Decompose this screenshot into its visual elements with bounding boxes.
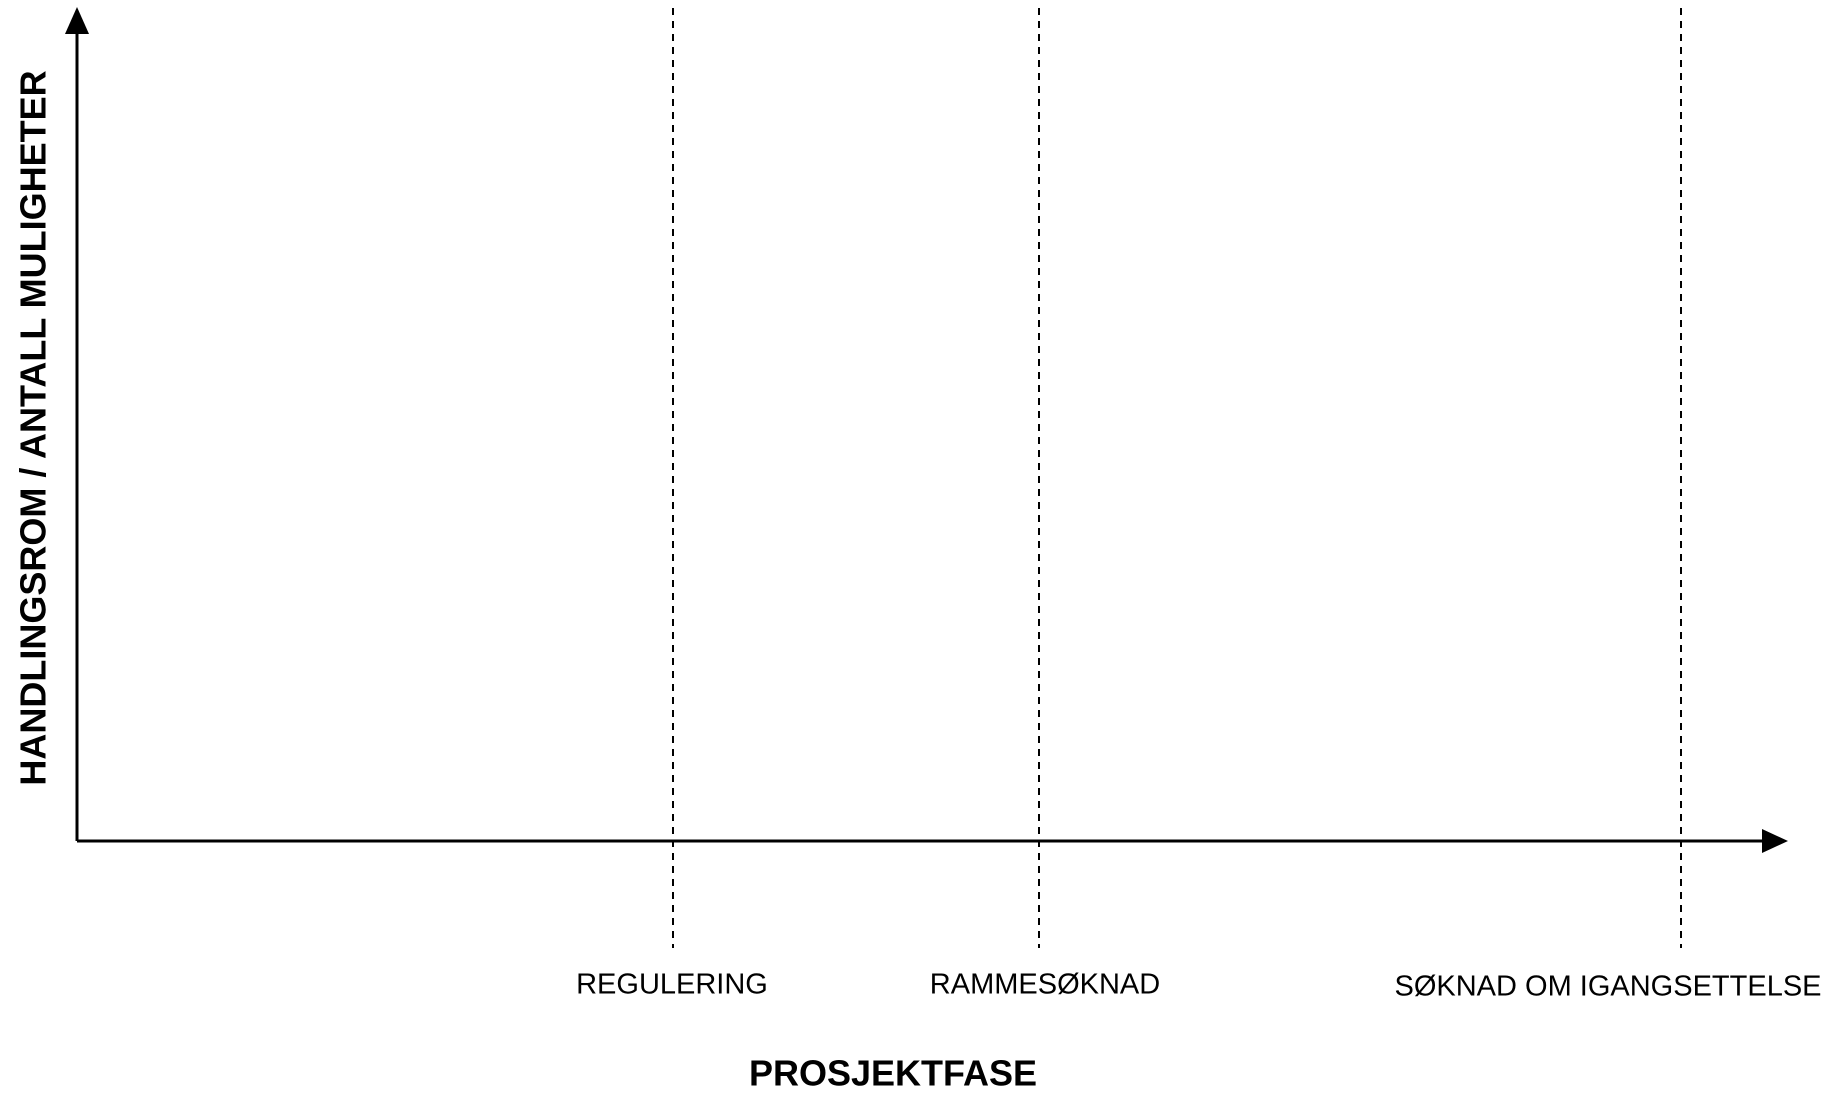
phase-lines xyxy=(672,8,1682,948)
y-arrow xyxy=(65,7,89,34)
x-arrow xyxy=(1762,829,1788,853)
phase-label: REGULERING xyxy=(576,969,768,1001)
y-axis-title: HANDLINGSROM / ANTALL MULIGHETER xyxy=(13,70,54,785)
phase-label: RAMMESØKNAD xyxy=(930,969,1160,1001)
x-axis-title: PROSJEKTFASE xyxy=(749,1053,1037,1094)
phase-label: SØKNAD OM IGANGSETTELSE xyxy=(1394,971,1821,1003)
